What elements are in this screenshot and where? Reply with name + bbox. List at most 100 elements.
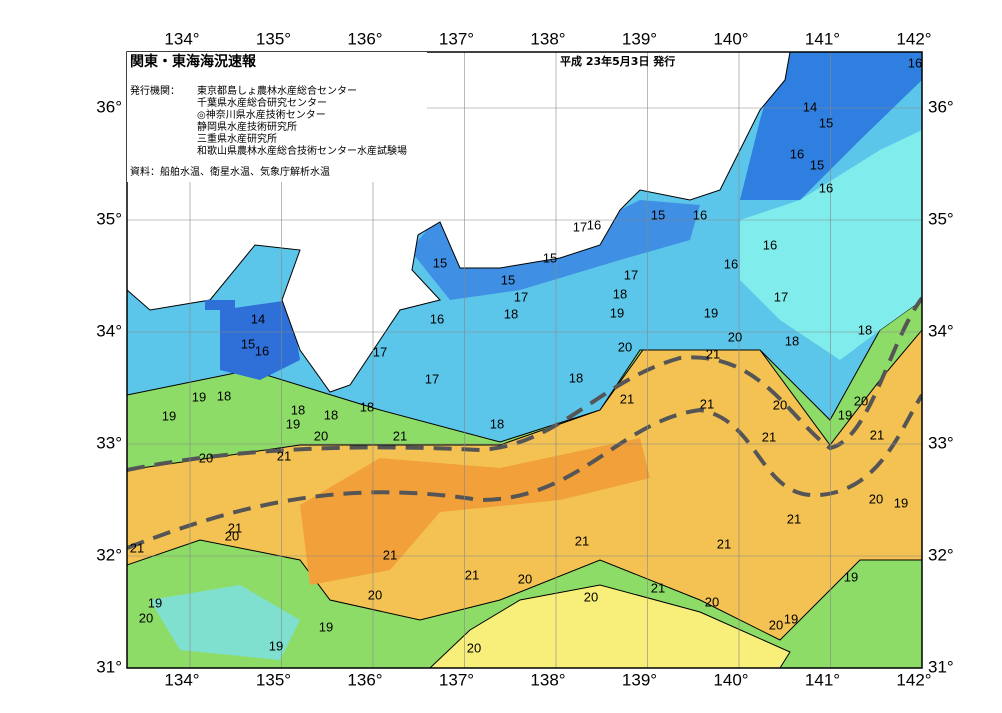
contour-label: 16	[255, 343, 269, 358]
contour-label: 21	[465, 567, 479, 582]
contour-label: 19	[286, 416, 300, 431]
date: 平成 23年5月3日 発行	[560, 54, 675, 68]
contour-label: 18	[785, 333, 799, 348]
contour-label: 20	[225, 528, 239, 543]
warm-core	[300, 438, 650, 585]
contour-label: 21	[651, 580, 665, 595]
contour-label: 15	[241, 336, 255, 351]
contour-label: 20	[314, 428, 328, 443]
contour-label: 21	[762, 429, 776, 444]
contour-label: 20	[769, 617, 783, 632]
contour-label: 19	[894, 495, 908, 510]
contour-label: 17	[373, 344, 387, 359]
contour-label: 20	[705, 594, 719, 609]
lon-label-top: 142°	[896, 29, 931, 48]
contour-label: 18	[324, 407, 338, 422]
contour-label: 19	[610, 305, 624, 320]
contour-label: 19	[162, 408, 176, 423]
kuroshio-path	[127, 296, 922, 472]
contour-label: 21	[706, 346, 720, 361]
issuer: 静岡県水産技術研究所	[197, 120, 297, 133]
lon-label-top: 139°	[622, 29, 657, 48]
contour-label: 21	[787, 511, 801, 526]
deep-cool	[740, 52, 922, 200]
source: 資料：船舶水温、衛星水温、気象庁解析水温	[130, 165, 330, 178]
lat-label-right: 32°	[928, 545, 954, 564]
lat-label-right: 31°	[928, 657, 954, 676]
channel	[205, 300, 235, 310]
contour-label: 19	[269, 638, 283, 653]
contour-label: 14	[251, 311, 265, 326]
contour-label: 19	[784, 611, 798, 626]
contour-label: 20	[368, 587, 382, 602]
lat-label-left: 31°	[96, 657, 122, 676]
contour-label: 21	[870, 427, 884, 442]
issuer: 千葉県水産総合研究センター	[197, 96, 327, 109]
contour-label: 16	[724, 256, 738, 271]
contour-label: 19	[192, 389, 206, 404]
title: 関東・東海海況速報	[130, 53, 257, 70]
contour-label: 17	[573, 219, 587, 234]
contour-label: 21	[383, 547, 397, 562]
lon-label-bottom: 135°	[256, 670, 291, 689]
contour-label: 21	[717, 536, 731, 551]
contour-label: 18	[569, 370, 583, 385]
contour-label: 15	[433, 255, 447, 270]
lat-label-left: 34°	[96, 321, 122, 340]
contour-label: 20	[518, 571, 532, 586]
lat-label-right: 34°	[928, 321, 954, 340]
contour-label: 21	[130, 540, 144, 555]
contour-label: 17	[624, 267, 638, 282]
issuer: ◎神奈川県水産技術センター	[197, 108, 326, 121]
contour-label: 20	[728, 329, 742, 344]
contour-label: 20	[199, 450, 213, 465]
lon-label-bottom: 134°	[164, 670, 199, 689]
frame	[126, 51, 923, 669]
contour-label: 16	[587, 217, 601, 232]
lon-label-top: 136°	[347, 29, 382, 48]
contour-label: 15	[810, 157, 824, 172]
contour-label: 20	[584, 589, 598, 604]
contour-label: 19	[319, 619, 333, 634]
contour-label: 19	[704, 305, 718, 320]
lon-label-bottom: 139°	[622, 670, 657, 689]
contour-label: 17	[425, 371, 439, 386]
lon-label-top: 135°	[256, 29, 291, 48]
lon-label-top: 137°	[439, 29, 474, 48]
contour-label: 14	[803, 99, 817, 114]
contour-label: 18	[360, 399, 374, 414]
lat-label-left: 32°	[96, 545, 122, 564]
contour-label: 16	[763, 237, 777, 252]
lon-label-bottom: 142°	[896, 670, 931, 689]
contour-label: 16	[819, 180, 833, 195]
contour-label: 17	[514, 289, 528, 304]
teal-patch	[150, 585, 300, 660]
issuer: 三重県水産研究所	[197, 132, 277, 145]
lat-label-left: 33°	[96, 433, 122, 452]
contour-label: 18	[490, 416, 504, 431]
contour-label: 16	[430, 311, 444, 326]
lon-label-top: 134°	[164, 29, 199, 48]
contour-label: 19	[838, 407, 852, 422]
lon-label-top: 138°	[530, 29, 565, 48]
lon-label-bottom: 140°	[713, 670, 748, 689]
yellow-region	[429, 584, 791, 668]
contour-label: 19	[844, 569, 858, 584]
contour-label: 21	[277, 448, 291, 463]
lat-label-right: 33°	[928, 433, 954, 452]
contour-label: 21	[700, 396, 714, 411]
header-box	[127, 52, 427, 182]
contour-label: 15	[819, 115, 833, 130]
issuer: 和歌山県農林水産総合技術センター水産試験場	[197, 144, 407, 157]
lat-label-left: 36°	[96, 97, 122, 116]
contour-label: 20	[139, 610, 153, 625]
contour-label: 21	[575, 533, 589, 548]
lat-label-right: 35°	[928, 209, 954, 228]
lon-label-top: 141°	[805, 29, 840, 48]
contour-label: 20	[467, 640, 481, 655]
kuroshio-path	[127, 393, 922, 550]
lon-label-bottom: 138°	[530, 670, 565, 689]
lon-label-bottom: 141°	[805, 670, 840, 689]
contour-label: 18	[504, 306, 518, 321]
